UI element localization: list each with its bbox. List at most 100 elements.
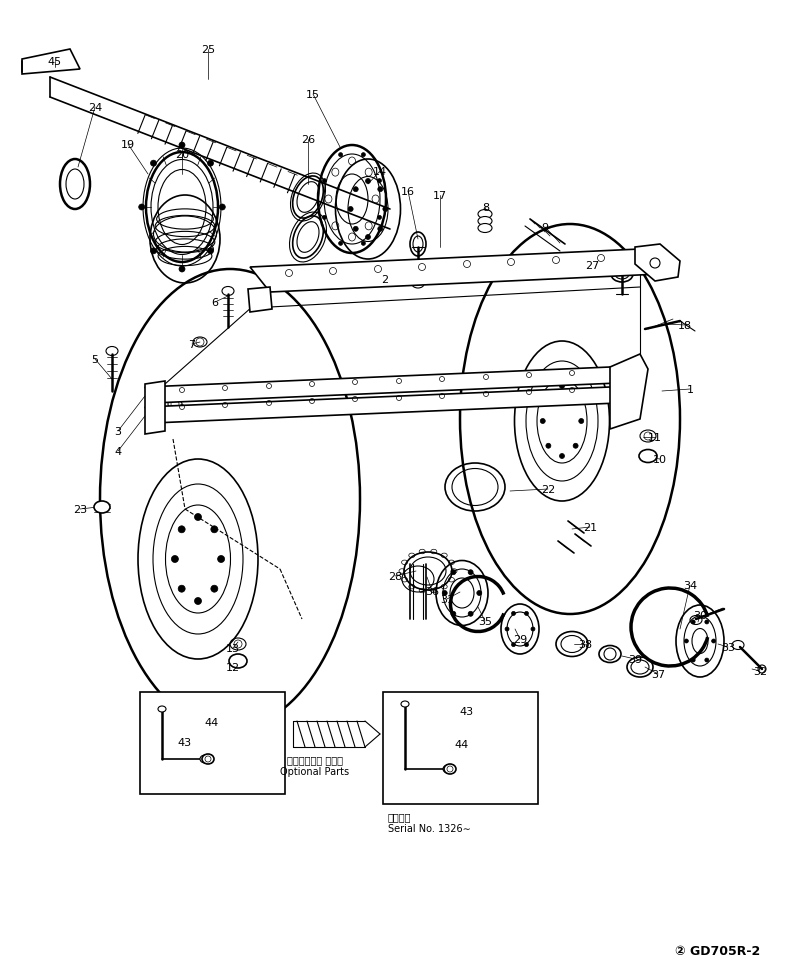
Ellipse shape [478,217,492,227]
Ellipse shape [478,210,492,219]
Circle shape [451,611,456,616]
Text: 27: 27 [585,261,599,270]
Circle shape [378,179,382,183]
Ellipse shape [444,765,456,774]
Ellipse shape [639,450,657,463]
Circle shape [178,526,185,533]
Circle shape [442,591,448,596]
Circle shape [353,188,359,193]
Ellipse shape [478,224,492,234]
Text: 適用号機: 適用号機 [388,811,412,821]
Circle shape [366,179,370,184]
Circle shape [511,611,515,615]
Text: 1: 1 [687,385,693,394]
Circle shape [468,570,473,576]
Text: 32: 32 [753,667,767,676]
Polygon shape [145,367,618,403]
Circle shape [541,419,545,424]
Text: 35: 35 [478,616,492,626]
Circle shape [378,188,382,193]
Circle shape [179,266,185,272]
Text: 17: 17 [433,191,447,201]
Circle shape [362,242,366,246]
Polygon shape [610,355,648,429]
Text: 31: 31 [440,594,454,605]
Circle shape [451,570,456,576]
Circle shape [383,207,388,212]
Text: 33: 33 [721,642,735,652]
Text: 36: 36 [425,586,439,596]
Circle shape [150,249,157,255]
Text: 15: 15 [306,90,320,100]
Text: 37: 37 [651,670,665,679]
Circle shape [511,642,515,647]
Text: ② GD705R-2: ② GD705R-2 [675,944,760,957]
Text: 12: 12 [226,663,240,672]
Circle shape [525,642,529,647]
Circle shape [366,235,370,240]
Circle shape [505,627,509,632]
Circle shape [579,419,584,424]
Text: 10: 10 [653,454,667,464]
Polygon shape [248,288,272,313]
Text: 23: 23 [73,505,87,515]
Polygon shape [250,250,660,293]
Circle shape [705,620,709,624]
Text: 7: 7 [188,340,196,350]
Polygon shape [145,382,165,434]
Ellipse shape [443,766,453,773]
Circle shape [378,216,382,220]
Text: 21: 21 [583,522,597,532]
Text: Serial No. 1326∼: Serial No. 1326∼ [388,823,471,833]
FancyBboxPatch shape [140,692,285,795]
Circle shape [172,556,178,563]
Text: 18: 18 [678,321,692,330]
Text: 25: 25 [201,45,215,55]
Circle shape [207,249,214,255]
Circle shape [705,658,709,663]
Text: 14: 14 [373,167,387,176]
Circle shape [525,611,529,615]
Circle shape [573,444,578,449]
Circle shape [691,620,695,624]
Text: 19: 19 [121,140,135,150]
Text: 38: 38 [578,640,592,649]
Text: 34: 34 [683,580,697,590]
Text: 5: 5 [91,355,99,364]
Circle shape [195,598,201,605]
Text: 44: 44 [455,739,469,749]
Circle shape [468,611,473,616]
Text: 3: 3 [114,426,122,437]
Text: 8: 8 [483,203,490,213]
Circle shape [362,153,366,158]
Circle shape [353,227,359,232]
Text: 26: 26 [301,135,315,144]
Polygon shape [635,245,680,282]
Text: 11: 11 [648,432,662,443]
Circle shape [179,142,185,149]
Circle shape [560,384,564,390]
Text: 2: 2 [382,275,389,285]
Text: 43: 43 [178,737,192,747]
Circle shape [211,585,218,593]
Ellipse shape [200,755,210,764]
Text: 44: 44 [205,717,219,728]
Text: 45: 45 [48,57,62,67]
Ellipse shape [412,281,424,289]
Circle shape [691,658,695,663]
Ellipse shape [202,754,214,765]
Circle shape [219,204,225,211]
Text: 28: 28 [388,572,402,581]
Text: 22: 22 [541,484,555,494]
Circle shape [339,242,343,246]
Text: 39: 39 [628,654,642,665]
Ellipse shape [158,706,166,712]
Circle shape [195,514,201,521]
Text: 20: 20 [175,150,189,160]
Circle shape [339,153,343,158]
Circle shape [684,640,688,643]
Text: 29: 29 [513,635,527,644]
Circle shape [560,454,564,459]
Circle shape [207,161,214,167]
Text: オプショナル パーツ: オプショナル パーツ [287,754,343,765]
